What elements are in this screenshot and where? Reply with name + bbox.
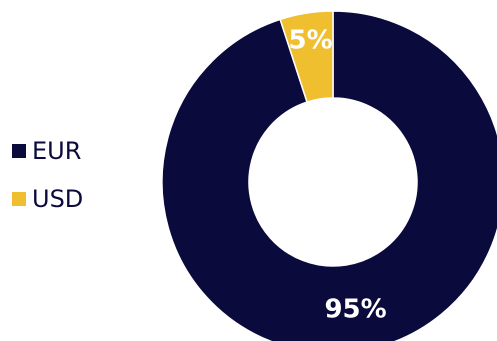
legend-label-eur: EUR bbox=[32, 137, 82, 165]
legend-label-usd: USD bbox=[32, 185, 84, 213]
legend-swatch-eur bbox=[12, 144, 26, 158]
legend-item-eur: EUR bbox=[12, 137, 83, 165]
legend: EUR USD bbox=[12, 137, 83, 233]
legend-swatch-usd bbox=[12, 192, 26, 206]
slice-eur bbox=[161, 10, 497, 341]
data-label-usd: 5% bbox=[289, 25, 333, 55]
data-label-eur: 95% bbox=[324, 295, 386, 325]
slice-usd bbox=[279, 10, 334, 104]
legend-item-usd: USD bbox=[12, 185, 83, 213]
